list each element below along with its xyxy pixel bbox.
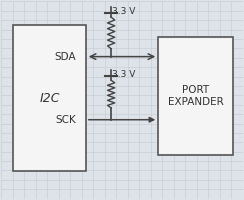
Text: I2C: I2C (39, 92, 60, 105)
Text: 3.3 V: 3.3 V (112, 70, 136, 79)
Text: 3.3 V: 3.3 V (112, 7, 136, 16)
Text: SDA: SDA (55, 52, 76, 62)
Text: PORT
EXPANDER: PORT EXPANDER (168, 85, 224, 107)
Bar (158, 37, 233, 155)
Bar (13, 25, 86, 171)
Text: SCK: SCK (55, 115, 76, 125)
